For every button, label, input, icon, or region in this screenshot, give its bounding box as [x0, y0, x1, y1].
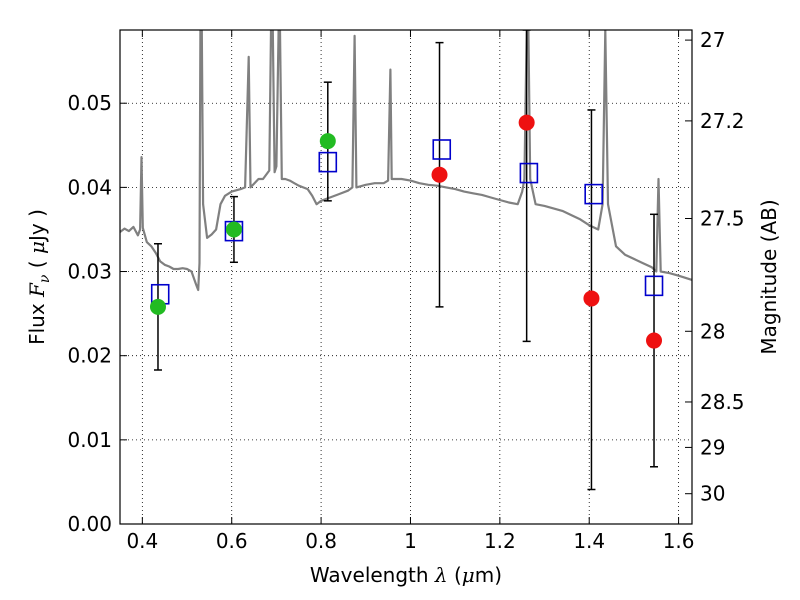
filled-circle-marker — [149, 298, 166, 315]
model-spectrum — [120, 30, 692, 292]
x-tick-label: 1.6 — [663, 529, 695, 553]
y-tick-label: 0.04 — [67, 175, 112, 199]
y2-tick-label: 28 — [700, 319, 725, 343]
x-tick-label: 1.2 — [484, 529, 516, 553]
open-square-marker — [432, 139, 452, 160]
data-points — [149, 114, 664, 349]
open-square-marker — [318, 151, 338, 173]
axis-ticks: 0.4 0.6 0.8 1 1.2 1.4 1.6 0.00 0.01 0.02 0.03 0.04 0… — [67, 28, 744, 553]
y-tick-label: 0.00 — [67, 512, 112, 536]
y-axis-label: Flux Fν ( μJy ) — [25, 209, 53, 345]
filled-circle-marker — [225, 221, 242, 238]
y2-tick-label: 27 — [700, 28, 725, 52]
x-tick-label: 1.4 — [573, 529, 605, 553]
y-tick-label: 0.03 — [67, 260, 112, 284]
x-tick-label: 0.6 — [216, 529, 248, 553]
open-square-marker — [584, 183, 603, 205]
x-axis-label: Wavelength λ (μm) — [310, 563, 502, 587]
y2-tick-label: 29 — [700, 435, 725, 459]
y2-tick-label: 27.2 — [700, 109, 745, 133]
filled-circle-marker — [431, 166, 448, 183]
x-tick-label: 0.4 — [126, 529, 158, 553]
y-tick-label: 0.02 — [67, 344, 112, 368]
y2-tick-label: 28.5 — [700, 390, 745, 414]
plot-frame — [119, 29, 693, 525]
x-tick-label: 0.8 — [305, 529, 337, 553]
y-tick-label: 0.05 — [67, 91, 112, 115]
y-tick-label: 0.01 — [67, 428, 112, 452]
x-tick-label: 1 — [404, 529, 417, 553]
filled-circle-marker — [518, 114, 535, 131]
y2-axis-label: Magnitude (AB) — [757, 199, 781, 354]
open-square-marker — [519, 162, 539, 184]
filled-circle-marker — [319, 133, 336, 150]
spectrum-line — [120, 30, 692, 292]
y2-tick-label: 30 — [700, 482, 725, 506]
filled-circle-marker — [583, 290, 600, 307]
y2-tick-label: 27.5 — [700, 207, 745, 231]
filled-circle-marker — [646, 332, 663, 349]
open-square-marker — [644, 275, 664, 297]
